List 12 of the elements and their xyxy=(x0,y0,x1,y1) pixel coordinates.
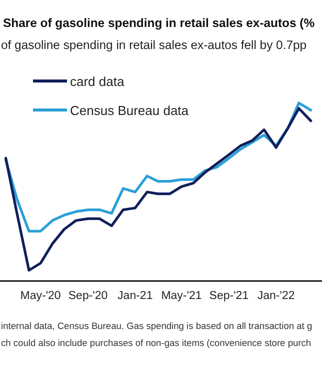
legend-label: Census Bureau data xyxy=(70,103,190,118)
x-tick-label: May-'20 xyxy=(20,290,61,302)
legend-label: card data xyxy=(70,74,125,89)
x-tick-label: Sep-'20 xyxy=(68,290,108,302)
chart-title: Share of gasoline spending in retail sales ex-autos (% xyxy=(3,16,315,30)
chart-subtitle: of gasoline spending in retail sales ex-autos fell by 0.7pp xyxy=(1,38,307,52)
text: internal data, Census Bureau. Gas spending is based on all transaction at g xyxy=(1,321,312,331)
x-tick-label: Sep-'21 xyxy=(209,290,249,302)
text: ch could also include purchases of non-gas items (convenience store purch xyxy=(1,338,312,348)
x-tick-label: May-'21 xyxy=(161,290,202,302)
x-tick-label: Jan-'22 xyxy=(257,290,295,302)
x-tick-label: Jan-21 xyxy=(118,290,153,302)
